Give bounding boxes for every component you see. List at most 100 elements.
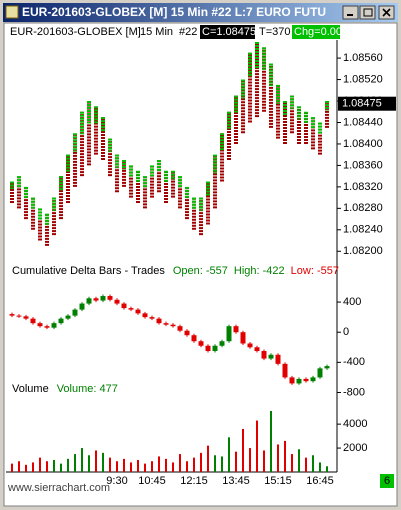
x-tick-label: 16:45 <box>306 475 334 487</box>
volume-bar <box>249 448 251 472</box>
y-tick-label: 1.08560 <box>343 52 383 64</box>
volume-bar <box>25 464 27 472</box>
candle-body <box>142 313 148 318</box>
y-tick-label: 1.08200 <box>343 245 383 257</box>
candle-body <box>16 315 22 317</box>
window-title: EUR-201603-GLOBEX [M] 15 Min #22 L:7 EUR… <box>22 5 326 19</box>
volume-bar <box>221 456 223 472</box>
candle-body <box>65 315 71 319</box>
pane-stat: High: -422 <box>234 265 285 277</box>
candle-body <box>9 314 15 316</box>
header-change: Chg=0.00 <box>294 26 342 38</box>
volume-bar <box>74 454 76 472</box>
volume-bar <box>11 463 13 472</box>
candle-body <box>37 323 43 327</box>
candle-body <box>93 298 99 301</box>
y-tick-label: 1.08280 <box>343 202 383 214</box>
candle-body <box>177 326 183 331</box>
maximize-icon <box>363 8 373 17</box>
candle-body <box>156 318 162 324</box>
volume-bar <box>284 440 286 472</box>
candle-body <box>205 345 211 352</box>
y-tick-label: 400 <box>343 296 361 308</box>
volume-bar <box>242 428 244 472</box>
volume-bar <box>81 448 83 472</box>
window-buttons[interactable] <box>342 5 395 20</box>
candle-body <box>128 308 134 310</box>
x-tick-label: 10:45 <box>138 475 166 487</box>
pane-stat: Volume: 477 <box>57 383 118 395</box>
candle-body <box>114 299 120 304</box>
header-close-bg <box>200 25 255 39</box>
close-icon <box>382 8 391 17</box>
pane-stat: Open: -557 <box>173 265 228 277</box>
volume-bar <box>305 457 307 472</box>
candle-body <box>296 378 302 384</box>
title-bar <box>3 3 398 22</box>
volume-bar <box>165 458 167 472</box>
volume-bar <box>151 461 153 472</box>
y-tick-label: 2000 <box>343 442 367 454</box>
header-symbol: EUR-201603-GLOBEX [M] <box>10 26 141 38</box>
last-price-label: 1.08475 <box>342 98 382 110</box>
x-tick-label: 15:15 <box>264 475 292 487</box>
header-interval: 15 Min <box>140 26 173 38</box>
candle-body <box>100 296 106 301</box>
volume-bar <box>200 452 202 472</box>
candle-body <box>121 303 127 309</box>
volume-bar <box>67 458 69 472</box>
volume-bar <box>95 450 97 472</box>
y-tick-label: 1.08520 <box>343 73 383 85</box>
candle-body <box>282 363 288 378</box>
candle-body <box>58 318 64 324</box>
candle-body <box>107 296 113 300</box>
volume-bar <box>102 452 104 472</box>
candle-body <box>247 343 253 348</box>
candle-body <box>268 354 274 359</box>
y-tick-label: 1.08240 <box>343 224 383 236</box>
y-tick-label: 1.08360 <box>343 159 383 171</box>
volume-bar <box>32 462 34 472</box>
volume-bar <box>207 445 209 472</box>
candle-body <box>170 324 176 327</box>
pane-title: Volume <box>12 383 49 395</box>
volume-bar <box>109 457 111 472</box>
minimize-button[interactable] <box>342 5 359 20</box>
candle-body <box>184 330 190 336</box>
volume-bar <box>256 420 258 472</box>
candle-body <box>317 368 323 378</box>
candle-body <box>226 326 232 342</box>
y-tick-label: -400 <box>343 356 365 368</box>
volume-bar <box>270 410 272 472</box>
candle-body <box>44 326 50 328</box>
volume-bar <box>39 457 41 472</box>
candle-body <box>51 323 57 328</box>
maximize-button[interactable] <box>359 5 376 20</box>
candle-body <box>198 341 204 346</box>
candle-body <box>191 335 197 342</box>
volume-bar <box>298 449 300 472</box>
candle-body <box>254 347 260 352</box>
header-ticks: T=370 <box>259 26 291 38</box>
volume-bar <box>18 461 20 472</box>
pane-title: Cumulative Delta Bars - Trades <box>12 265 165 277</box>
y-tick-label: 1.08320 <box>343 181 383 193</box>
x-tick-label: 12:15 <box>180 475 208 487</box>
volume-bar <box>186 461 188 472</box>
badge: 6 <box>384 475 390 487</box>
header-close: C=1.08475 <box>202 26 256 38</box>
volume-bar <box>130 462 132 472</box>
x-tick-label: 9:30 <box>106 475 127 487</box>
y-tick-label: 1.08440 <box>343 116 383 128</box>
candle-body <box>310 377 316 382</box>
candle-body <box>240 332 246 344</box>
volume-bar <box>179 454 181 472</box>
volume-bar <box>263 450 265 472</box>
volume-bar <box>144 463 146 472</box>
y-tick-label: 1.08400 <box>343 138 383 150</box>
x-tick-label: 13:45 <box>222 475 250 487</box>
candle-body <box>30 318 36 324</box>
y-tick-label: -800 <box>343 386 365 398</box>
volume-bar <box>277 444 279 472</box>
